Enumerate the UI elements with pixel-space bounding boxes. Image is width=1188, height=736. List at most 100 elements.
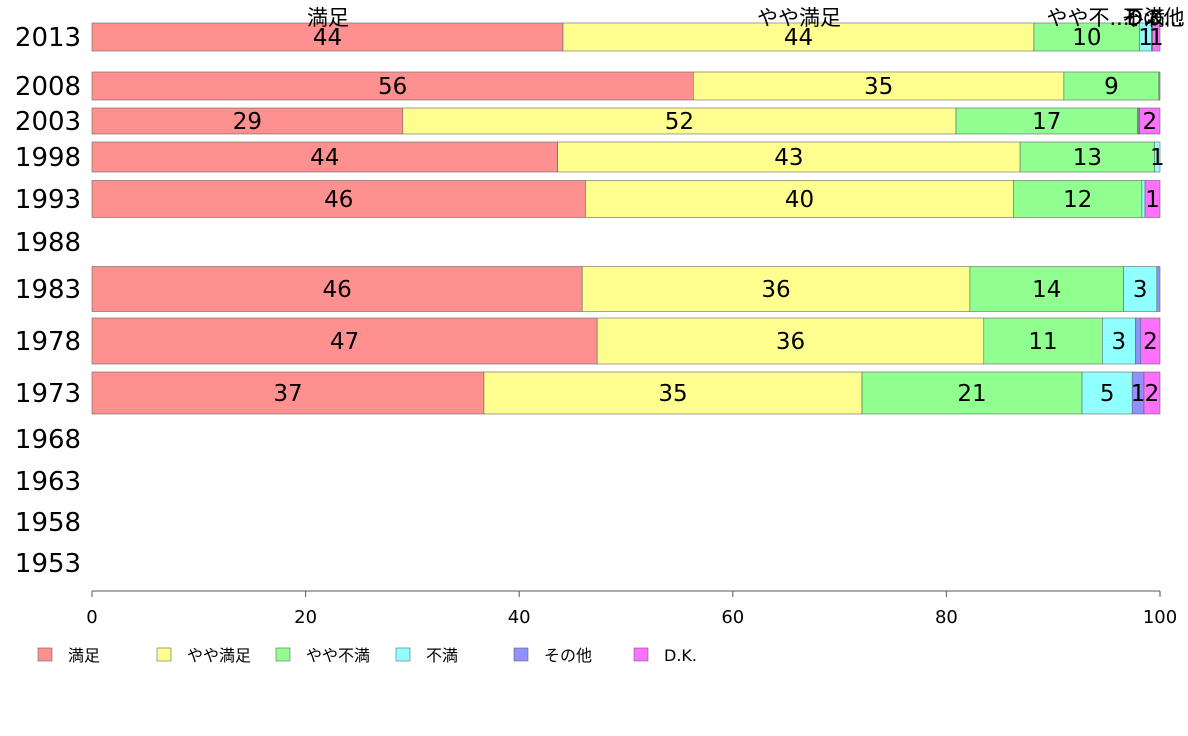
bar-segment: [91, 266, 583, 312]
data-label: 47: [330, 329, 359, 355]
bar-segment: [983, 317, 1103, 365]
legend-label: その他: [544, 646, 592, 665]
x-tick-label: 40: [508, 607, 531, 628]
bar-segment: [557, 141, 1021, 173]
category-label: 1963: [15, 467, 81, 497]
category-label: 1993: [15, 185, 81, 215]
bar-segment: [1140, 317, 1161, 365]
column-header: 満足: [307, 6, 349, 30]
bar-segment: [1019, 141, 1155, 173]
bar-segment: [585, 180, 1014, 218]
bar-segment: [1139, 107, 1161, 135]
column-header: やや不...: [1046, 6, 1129, 30]
legend-label: 不満: [426, 646, 458, 665]
data-label: 46: [322, 277, 351, 303]
data-label: 1: [1145, 187, 1160, 213]
bar-segment: [91, 180, 586, 218]
bar-segment: [861, 371, 1083, 415]
data-label: 21: [957, 381, 986, 407]
category-label: 1973: [15, 379, 81, 409]
column-header: 不満: [1123, 6, 1165, 30]
column-header: やや満足: [757, 6, 841, 30]
category-label: 1953: [15, 549, 81, 579]
data-label: 1: [1150, 145, 1165, 171]
data-label: 44: [313, 25, 342, 51]
legend-swatch: [513, 647, 529, 662]
data-label: 44: [310, 145, 339, 171]
data-label: 3: [1133, 277, 1148, 303]
category-label: 1988: [15, 228, 81, 258]
legend-label: 満足: [68, 646, 100, 665]
column-header: D.K...: [1127, 6, 1184, 30]
category-label: 1958: [15, 508, 81, 538]
legend-label: やや満足: [187, 646, 251, 665]
legend-label: D.K.: [664, 646, 697, 665]
bar-segment: [1156, 266, 1161, 312]
category-label: 1978: [15, 327, 81, 357]
category-label: 1998: [15, 143, 81, 173]
data-label: 2: [1145, 381, 1160, 407]
data-label: 40: [785, 187, 814, 213]
bar-segment: [955, 107, 1138, 135]
data-label: 5: [1100, 381, 1115, 407]
bar-segment: [1135, 317, 1142, 365]
bar-segment: [1158, 71, 1161, 101]
x-tick-label: 0: [86, 607, 97, 628]
column-header: その他: [1122, 6, 1185, 30]
category-label: 2008: [15, 72, 81, 102]
data-label: 37: [273, 381, 302, 407]
bar-segment: [91, 317, 598, 365]
bar-segment: [91, 71, 694, 101]
x-tick-label: 20: [294, 607, 317, 628]
bar-segment: [1143, 371, 1161, 415]
data-label: 44: [784, 25, 813, 51]
legend-swatch: [275, 647, 291, 662]
bar-segment: [969, 266, 1124, 312]
data-label: 14: [1032, 277, 1061, 303]
legend-swatch: [633, 647, 649, 662]
bar-segment: [91, 371, 485, 415]
bar-segment: [581, 266, 971, 312]
bar-segment: [402, 107, 957, 135]
data-label: 35: [658, 381, 687, 407]
data-label: 52: [665, 109, 694, 135]
data-label: 2: [1143, 329, 1158, 355]
data-label: 11: [1028, 329, 1057, 355]
data-label: 12: [1063, 187, 1092, 213]
legend-swatch: [37, 647, 53, 662]
data-label: 1: [1138, 25, 1153, 51]
x-tick-label: 80: [935, 607, 958, 628]
bar-segment: [692, 71, 1065, 101]
bar-segment: [1013, 180, 1143, 218]
legend-swatch: [395, 647, 411, 662]
data-label: 36: [776, 329, 805, 355]
category-label: 1983: [15, 275, 81, 305]
category-label: 2013: [15, 23, 81, 53]
bar-segment: [1154, 141, 1161, 173]
bar-segment: [91, 141, 558, 173]
bar-segment: [596, 317, 985, 365]
data-label: 9: [1104, 74, 1119, 100]
data-label: 13: [1073, 145, 1102, 171]
bar-segment: [1123, 266, 1158, 312]
bar-segment: [91, 22, 564, 52]
legend-swatch: [156, 647, 172, 662]
bar-segment: [483, 371, 863, 415]
bar-segment: [1102, 317, 1136, 365]
data-label: 56: [378, 74, 407, 100]
bar-segment: [562, 22, 1035, 52]
data-label: 29: [233, 109, 262, 135]
bar-segment: [1081, 371, 1133, 415]
bar-segment: [1063, 71, 1160, 101]
category-label: 2003: [15, 107, 81, 137]
data-label: 17: [1032, 109, 1061, 135]
category-label: 1968: [15, 425, 81, 455]
x-tick-label: 100: [1143, 607, 1177, 628]
bar-segment: [1144, 180, 1161, 218]
data-label: 10: [1072, 25, 1101, 51]
x-tick-label: 60: [721, 607, 744, 628]
data-label: 1: [1131, 381, 1146, 407]
data-label: 3: [1112, 329, 1127, 355]
